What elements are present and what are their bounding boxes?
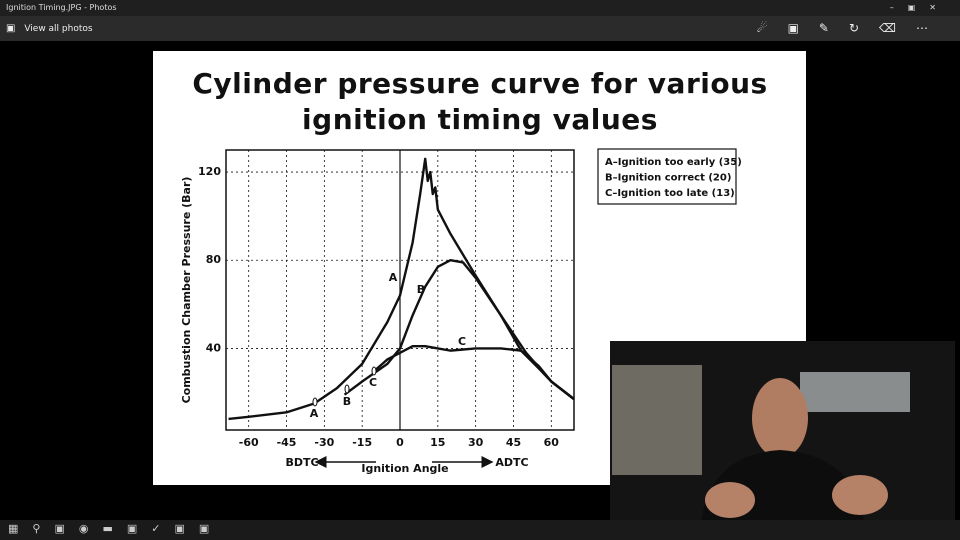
ignition-marker <box>344 384 350 394</box>
x-tick-label: 45 <box>506 436 521 449</box>
x-tick-label: -15 <box>352 436 372 449</box>
x-tick-label: 30 <box>468 436 484 449</box>
window-title: Ignition Timing.JPG - Photos <box>6 3 117 12</box>
y-tick-label: 120 <box>198 165 221 178</box>
y-tick-label: 80 <box>206 253 222 266</box>
x-tick-label: 15 <box>430 436 445 449</box>
ignition-label: A <box>310 407 319 420</box>
x-tick-label: -30 <box>314 436 334 449</box>
ignition-label: C <box>369 376 377 389</box>
taskbar: ▦⚲▣◉▬▣✓▣▣ <box>0 520 960 540</box>
toolbar: ▣ View all photos ☄▣✎↻⌫⋯ <box>0 16 960 41</box>
webcam <box>610 341 955 533</box>
legend-entry: B–Ignition correct (20) <box>605 173 731 184</box>
ignition-marker <box>312 397 318 407</box>
taskbar-icons[interactable]: ▦⚲▣◉▬▣✓▣▣ <box>8 522 224 535</box>
x-tick-label: -60 <box>239 436 259 449</box>
x-tick-label: 0 <box>396 436 404 449</box>
pressure-curve <box>371 345 575 401</box>
adtc-label: ADTC <box>495 456 528 469</box>
toolbar-actions[interactable]: ☄▣✎↻⌫⋯ <box>756 21 948 35</box>
chart-title: Cylinder pressure curve for various igni… <box>192 67 768 136</box>
curve-label: B <box>417 283 425 296</box>
photos-icon[interactable]: ▣ <box>6 23 16 34</box>
x-tick-label: 60 <box>544 436 560 449</box>
window-controls[interactable]: –▣✕ <box>889 3 950 12</box>
x-tick-label: -45 <box>277 436 297 449</box>
ignition-label: B <box>343 395 351 408</box>
legend-box <box>597 148 737 205</box>
title-bar: Ignition Timing.JPG - Photos –▣✕ <box>0 0 960 16</box>
legend-entry: A–Ignition too early (35) <box>605 157 742 168</box>
view-all-photos[interactable]: View all photos <box>24 24 93 34</box>
y-tick-label: 40 <box>206 341 222 354</box>
bdtc-label: BDTC <box>285 456 318 469</box>
curve-label: C <box>458 335 466 348</box>
curve-label: A <box>389 271 398 284</box>
legend-entry: C–Ignition too late (13) <box>605 188 735 199</box>
ignition-marker <box>371 366 377 376</box>
x-axis-label: Ignition Angle <box>361 462 448 475</box>
y-axis-label: Combustion Chamber Pressure (Bar) <box>180 177 193 404</box>
